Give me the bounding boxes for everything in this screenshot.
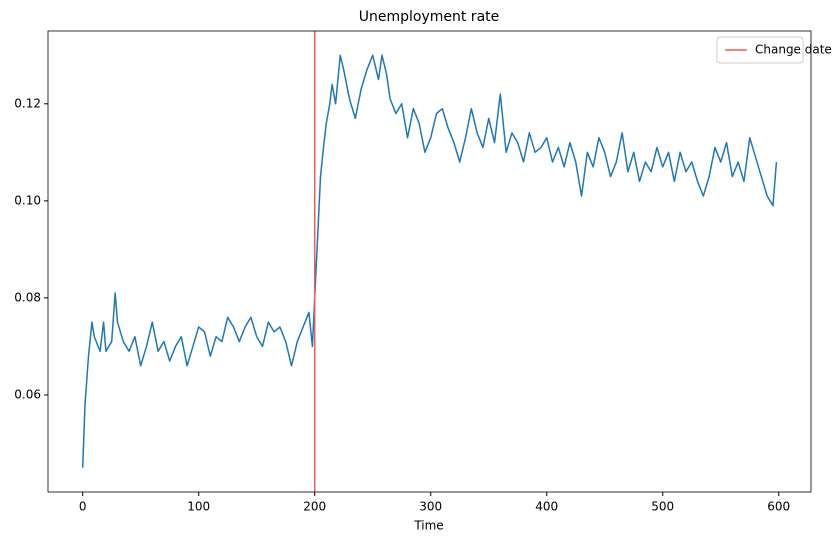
line-series [81, 54, 778, 468]
y-tick-label: 0.08 [14, 290, 41, 304]
legend-label: Change date [755, 43, 832, 57]
y-tick-label: 0.06 [14, 387, 41, 401]
x-axis-label: Time [413, 519, 443, 533]
x-tick-label: 200 [303, 500, 326, 514]
x-tick-label: 600 [767, 500, 790, 514]
x-tick-label: 300 [419, 500, 442, 514]
x-tick-label: 500 [651, 500, 674, 514]
x-tick-label: 100 [187, 500, 210, 514]
legend-box [716, 36, 804, 64]
x-tick-label: 400 [535, 500, 558, 514]
y-tick-label: 0.10 [14, 193, 41, 207]
chart-title: Unemployment rate [359, 9, 500, 25]
y-tick-label: 0.12 [14, 96, 41, 110]
plot-frame [47, 30, 812, 493]
x-tick-label: 0 [79, 500, 87, 514]
